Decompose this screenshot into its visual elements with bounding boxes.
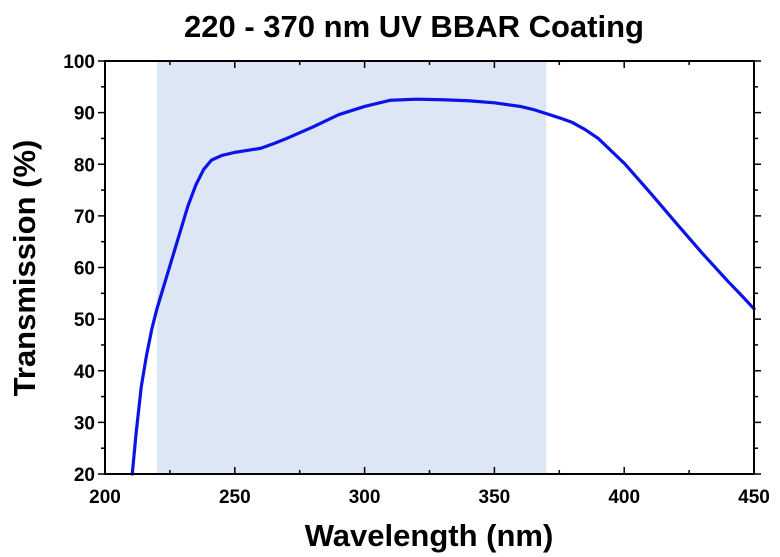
y-axis-label: Transmission (%) (7, 140, 42, 397)
y-tick-label: 50 (74, 310, 95, 331)
x-tick-label: 200 (89, 487, 121, 508)
transmission-series-line (130, 97, 756, 476)
x-tick-label: 350 (479, 487, 511, 508)
y-tick-label: 40 (74, 362, 95, 383)
y-tick-label: 70 (74, 207, 95, 228)
y-tick-label: 30 (74, 413, 95, 434)
y-tick-label: 100 (63, 52, 95, 73)
x-tick-label: 300 (349, 487, 381, 508)
y-tick-label: 80 (74, 155, 95, 176)
x-tick-label: 450 (738, 487, 770, 508)
y-tick-label: 20 (74, 465, 95, 486)
chart-title: 220 - 370 nm UV BBAR Coating (184, 9, 644, 44)
design-band (156, 61, 547, 474)
y-tick-label: 90 (74, 104, 95, 125)
y-tick-label: 60 (74, 259, 95, 280)
x-tick-label: 400 (608, 487, 640, 508)
x-tick-label: 250 (219, 487, 251, 508)
x-axis-label: Wavelength (nm) (305, 518, 554, 553)
plot-area: 200 250 300 350 400 450 20 30 40 50 60 70 80 90 100 (63, 52, 770, 508)
